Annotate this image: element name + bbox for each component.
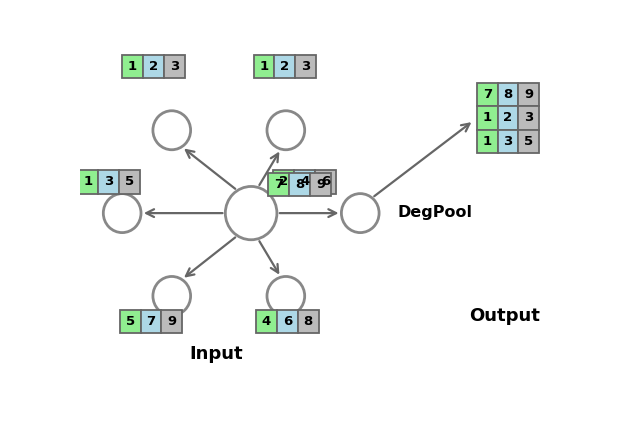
Ellipse shape: [225, 187, 277, 240]
FancyBboxPatch shape: [298, 310, 319, 333]
Text: 6: 6: [321, 176, 330, 188]
FancyBboxPatch shape: [253, 55, 275, 78]
FancyBboxPatch shape: [273, 170, 294, 194]
FancyBboxPatch shape: [498, 106, 518, 130]
Text: 3: 3: [524, 111, 534, 124]
Text: 2: 2: [149, 60, 158, 73]
Text: DegPool: DegPool: [397, 205, 472, 219]
Text: 8: 8: [295, 178, 305, 191]
FancyBboxPatch shape: [269, 173, 289, 196]
Text: 8: 8: [504, 88, 513, 101]
FancyBboxPatch shape: [122, 55, 143, 78]
Ellipse shape: [341, 194, 379, 233]
FancyBboxPatch shape: [164, 55, 185, 78]
FancyBboxPatch shape: [498, 83, 518, 106]
Ellipse shape: [103, 194, 141, 233]
FancyBboxPatch shape: [119, 170, 140, 194]
FancyBboxPatch shape: [498, 130, 518, 153]
Text: 2: 2: [504, 111, 513, 124]
FancyBboxPatch shape: [161, 310, 182, 333]
Text: Output: Output: [468, 307, 540, 325]
Text: 3: 3: [104, 176, 113, 188]
Text: 4: 4: [300, 176, 309, 188]
Text: 2: 2: [280, 60, 289, 73]
Text: 1: 1: [259, 60, 269, 73]
Text: 3: 3: [170, 60, 179, 73]
FancyBboxPatch shape: [275, 55, 295, 78]
FancyBboxPatch shape: [477, 83, 498, 106]
FancyBboxPatch shape: [289, 173, 310, 196]
FancyBboxPatch shape: [295, 55, 316, 78]
FancyBboxPatch shape: [477, 130, 498, 153]
Ellipse shape: [267, 111, 305, 150]
FancyBboxPatch shape: [477, 106, 498, 130]
Text: 3: 3: [504, 135, 513, 148]
FancyBboxPatch shape: [120, 310, 141, 333]
Text: 4: 4: [262, 315, 271, 328]
Text: 9: 9: [167, 315, 177, 328]
FancyBboxPatch shape: [141, 310, 161, 333]
Ellipse shape: [267, 276, 305, 316]
FancyBboxPatch shape: [77, 170, 99, 194]
Text: 1: 1: [483, 111, 492, 124]
Text: 7: 7: [147, 315, 156, 328]
FancyBboxPatch shape: [518, 83, 540, 106]
FancyBboxPatch shape: [277, 310, 298, 333]
Text: 2: 2: [279, 176, 289, 188]
FancyBboxPatch shape: [256, 310, 277, 333]
Text: 7: 7: [275, 178, 284, 191]
Text: 5: 5: [125, 315, 134, 328]
Text: 6: 6: [283, 315, 292, 328]
FancyBboxPatch shape: [99, 170, 119, 194]
Ellipse shape: [153, 111, 191, 150]
FancyBboxPatch shape: [310, 173, 331, 196]
Text: Input: Input: [189, 345, 243, 362]
FancyBboxPatch shape: [294, 170, 315, 194]
Text: 1: 1: [128, 60, 137, 73]
FancyBboxPatch shape: [518, 106, 540, 130]
Text: 9: 9: [316, 178, 325, 191]
Text: 1: 1: [83, 176, 93, 188]
FancyBboxPatch shape: [143, 55, 164, 78]
Text: 9: 9: [524, 88, 534, 101]
FancyBboxPatch shape: [518, 130, 540, 153]
Text: 5: 5: [125, 176, 134, 188]
Text: 1: 1: [483, 135, 492, 148]
Text: 7: 7: [483, 88, 492, 101]
Text: 8: 8: [303, 315, 313, 328]
Text: 5: 5: [524, 135, 534, 148]
Ellipse shape: [153, 276, 191, 316]
Text: 3: 3: [301, 60, 310, 73]
FancyBboxPatch shape: [315, 170, 336, 194]
